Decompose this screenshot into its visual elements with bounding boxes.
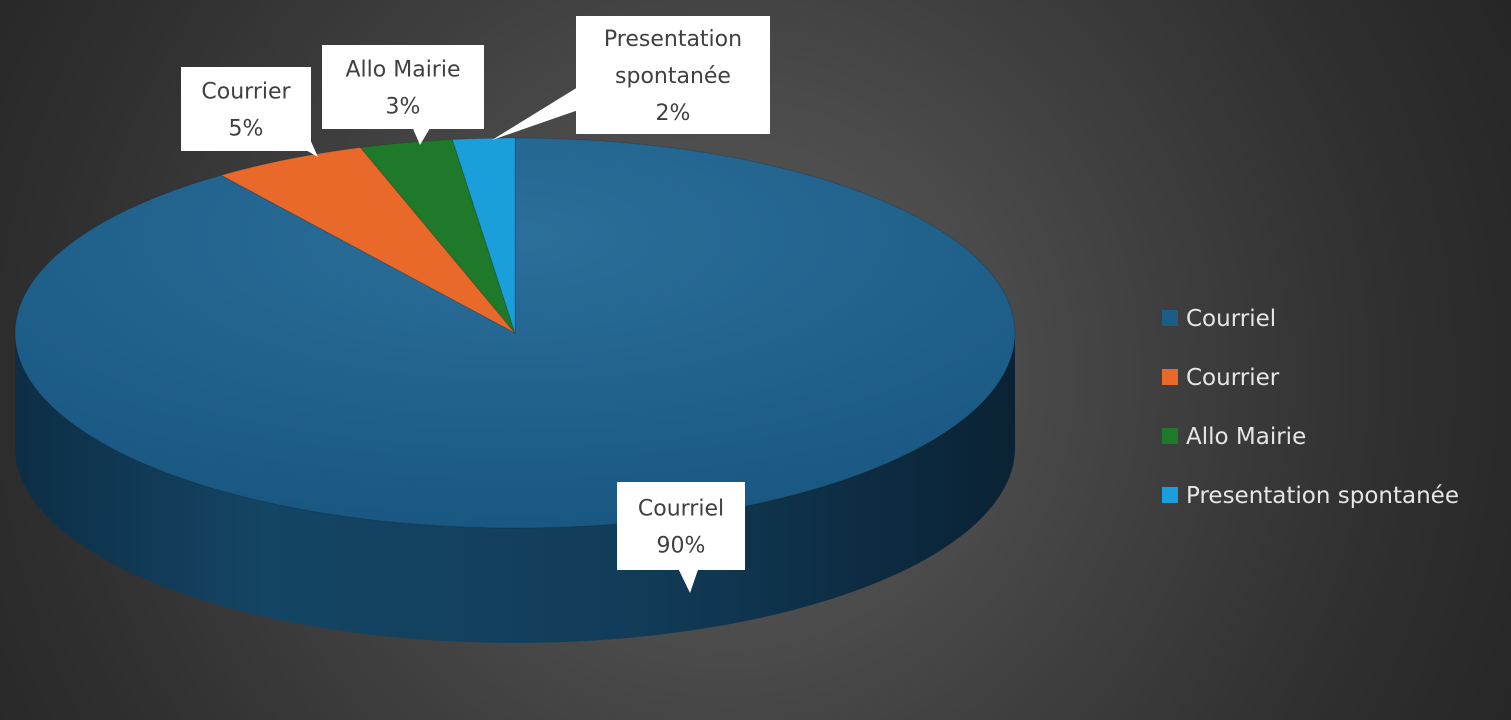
data-label-value: 90%: [657, 534, 706, 559]
legend: Courriel Courrier Allo Mairie Presentation …: [1162, 306, 1459, 509]
legend-label: Courriel: [1186, 306, 1276, 332]
data-label-value: 2%: [656, 101, 691, 126]
data-label-category: Courriel: [638, 497, 724, 522]
legend-entry-courrier: Courrier: [1162, 365, 1280, 391]
data-label-allo-mairie: Allo Mairie 3%: [322, 45, 484, 145]
legend-swatch: [1162, 310, 1178, 326]
data-label-tail-presentation-spontanee: [492, 81, 595, 140]
data-label-value: 3%: [386, 95, 421, 120]
legend-label: Presentation spontanée: [1186, 483, 1459, 509]
legend-entry-courriel: Courriel: [1162, 306, 1276, 332]
data-label-category: Allo Mairie: [346, 58, 461, 83]
slice-side-courriel: [15, 333, 1015, 643]
data-labels: Courriel 90% Courrier 5% Allo Mairie 3% Presen…: [181, 16, 770, 593]
data-label-box-presentation-spontanee: [576, 16, 770, 134]
pie-top-face: [14, 137, 1016, 529]
data-label-courrier: Courrier 5%: [181, 67, 318, 157]
data-label-value: 5%: [229, 117, 264, 142]
data-label-box-courrier: [181, 67, 311, 151]
data-label-presentation-spontanee: Presentation spontanée 2%: [492, 16, 770, 140]
data-label-box-allo-mairie: [322, 45, 484, 129]
legend-label: Courrier: [1186, 365, 1280, 391]
data-label-courriel: Courriel 90%: [617, 482, 745, 593]
data-label-tail-courriel: [676, 562, 701, 593]
legend-entry-presentation-spontanee: Presentation spontanée: [1162, 483, 1459, 509]
slice-allo-mairie: [359, 139, 516, 334]
pie-side-wall: [15, 333, 1015, 643]
data-label-category: spontanée: [615, 64, 731, 89]
legend-swatch: [1162, 487, 1178, 503]
slice-courrier: [219, 147, 516, 334]
legend-swatch: [1162, 428, 1178, 444]
data-label-box-courriel: [617, 482, 745, 570]
legend-label: Allo Mairie: [1186, 424, 1306, 450]
data-label-category: Presentation: [604, 27, 742, 52]
slice-presentation-spontanee: [451, 137, 516, 334]
legend-entry-allo-mairie: Allo Mairie: [1162, 424, 1306, 450]
data-label-category: Courrier: [201, 80, 291, 105]
legend-swatch: [1162, 369, 1178, 385]
